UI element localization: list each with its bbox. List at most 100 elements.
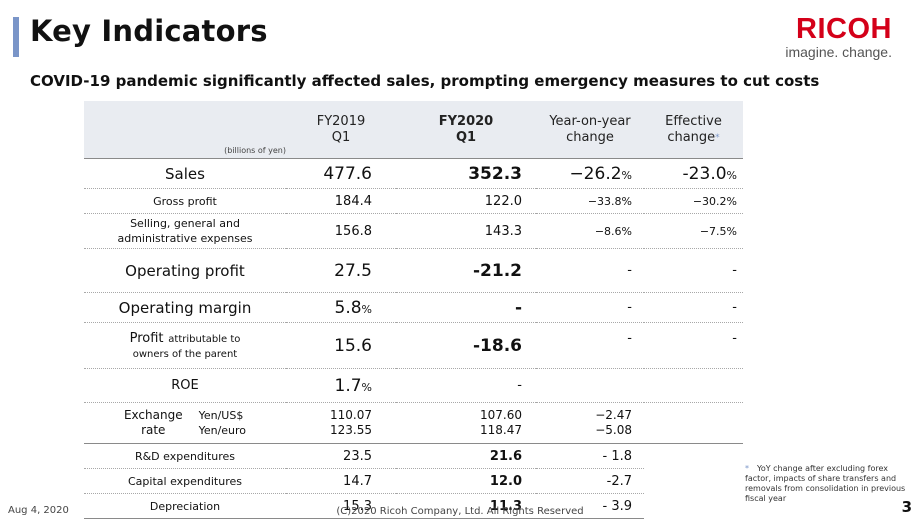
cell-effective: - [644,248,743,293]
cell-fy2019-value: 5.8 [334,297,362,318]
cell-effective [644,469,743,494]
row-label-line2: owners of the parent [132,348,238,360]
cell-effective [644,444,743,469]
col-header-line2: change* [644,130,743,146]
exchange-label-group: Exchange rate Yen/US$ Yen/euro [84,408,286,438]
cell-fy2020: 122.0 [396,188,536,214]
cell-effective [644,368,743,403]
footnote-text: YoY change after excluding forex factor,… [745,464,906,503]
cell-fy2020: 12.0 [396,468,536,494]
col-header-line2: change [566,129,614,145]
cell-fy2020: 143.3 [396,213,536,249]
row-label: Operating profit [84,248,286,293]
footnote-marker: * [715,132,720,143]
row-label: R&D expenditures [84,443,286,469]
cell-fy2019: 1.7% [286,368,396,403]
cell-yoy: −2.47 −5.08 [536,402,644,444]
table-row-operating-margin: Operating margin 5.8% - - - [84,292,743,323]
row-label: Operating margin [84,292,286,323]
table-header-row: (billions of yen) FY2019 Q1 FY2020 Q1 Ye… [84,101,743,159]
cell-yoy-unit: % [621,168,632,182]
cell-yoy-value: −26.2 [569,163,622,184]
col-header-fy2019: FY2019 Q1 [286,101,396,159]
cell-fy2019-euro: 123.55 [330,423,372,437]
cell-yoy-euro: −5.08 [595,423,632,437]
table-row-operating-profit: Operating profit 27.5 -21.2 - - [84,248,743,293]
row-label: Sales [84,158,286,189]
row-label-line2: administrative expenses [117,232,253,245]
cell-fy2020: 352.3 [396,158,536,189]
cell-yoy: - [536,292,644,323]
row-label: ROE [84,368,286,403]
cell-fy2019-unit: % [361,302,372,316]
cell-fy2020: 107.60 118.47 [396,402,536,444]
cell-fy2019: 14.7 [286,468,396,494]
table-row-sga: Selling, general and administrative expe… [84,213,743,249]
cell-effective: - [644,322,743,369]
row-label: Capital expenditures [84,468,286,494]
col-header-effective: Effective change* [644,101,743,159]
cell-yoy: - [536,248,644,293]
table-row-roe: ROE 1.7% - [84,368,743,403]
col-header-line1: Year-on-year [549,113,631,129]
cell-yoy: - 1.8 [536,443,644,469]
exchange-pair-euro: Yen/euro [198,424,247,437]
cell-yoy [536,368,644,403]
cell-fy2019-unit: % [361,380,372,394]
row-label-rest: attributable to [168,333,241,345]
cell-effective [644,402,743,444]
row-label: Selling, general and administrative expe… [84,213,286,249]
cell-fy2020: - [396,368,536,403]
exchange-label: Exchange rate [124,408,183,438]
cell-fy2019: 5.8% [286,292,396,323]
cell-effective: -23.0% [644,158,743,189]
exchange-label-line2: rate [141,423,166,437]
ricoh-logo: RICOH imagine. change. [785,14,892,60]
col-header-line2-text: change [667,129,716,145]
exchange-label-line1: Exchange [123,408,183,422]
col-header-line2: Q1 [455,129,477,145]
cell-fy2019: 110.07 123.55 [286,402,396,444]
page-title: Key Indicators [30,14,268,48]
cell-fy2019: 477.6 [286,158,396,189]
cell-yoy-usd: −2.47 [595,408,632,422]
cell-effective: - [644,292,743,323]
table-row-gross-profit: Gross profit 184.4 122.0 −33.8% −30.2% [84,188,743,214]
table-row-capex: Capital expenditures 14.7 12.0 -2.7 [84,468,743,494]
cell-fy2019-usd: 110.07 [330,408,372,422]
unit-label: (billions of yen) [84,101,286,159]
table-row-sales: Sales 477.6 352.3 −26.2% -23.0% [84,158,743,189]
exchange-pairs: Yen/US$ Yen/euro [199,408,246,438]
exchange-pair-usd: Yen/US$ [198,409,244,422]
footnote: * YoY change after excluding forex factor… [745,464,915,504]
cell-fy2019: 27.5 [286,248,396,293]
footer-date: Aug 4, 2020 [8,505,69,516]
cell-yoy: -2.7 [536,468,644,494]
table-row-profit-parent: Profit attributable to owners of the par… [84,322,743,369]
logo-wordmark: RICOH [796,13,892,45]
cell-yoy: - [536,322,644,369]
cell-fy2020: 21.6 [396,443,536,469]
cell-yoy: −8.6% [536,213,644,249]
cell-fy2020: -18.6 [396,322,536,369]
cell-effective: −7.5% [644,213,743,249]
row-label-line1: Profit attributable to [84,330,286,347]
row-label: Depreciation [84,493,286,519]
cell-fy2019: 184.4 [286,188,396,214]
cell-yoy: −33.8% [536,188,644,214]
cell-fy2019: 23.5 [286,443,396,469]
col-header-line1: Effective [665,113,722,129]
title-accent-bar [13,17,19,57]
logo-tagline: imagine. change. [785,44,892,60]
col-header-yoy: Year-on-year change [536,101,644,159]
row-label-line1: Selling, general and [130,217,240,230]
table-row-exchange-rate: Exchange rate Yen/US$ Yen/euro 110.07 12… [84,402,743,444]
cell-eff-value: -23.0 [682,163,727,184]
col-header-line1: FY2020 [438,113,494,129]
row-label: Gross profit [84,188,286,214]
cell-fy2020: -21.2 [396,248,536,293]
cell-fy2019-value: 1.7 [334,375,362,396]
col-header-line1: FY2019 [316,113,366,129]
table-row-rnd: R&D expenditures 23.5 21.6 - 1.8 [84,443,743,469]
cell-yoy: - 3.9 [536,493,644,519]
